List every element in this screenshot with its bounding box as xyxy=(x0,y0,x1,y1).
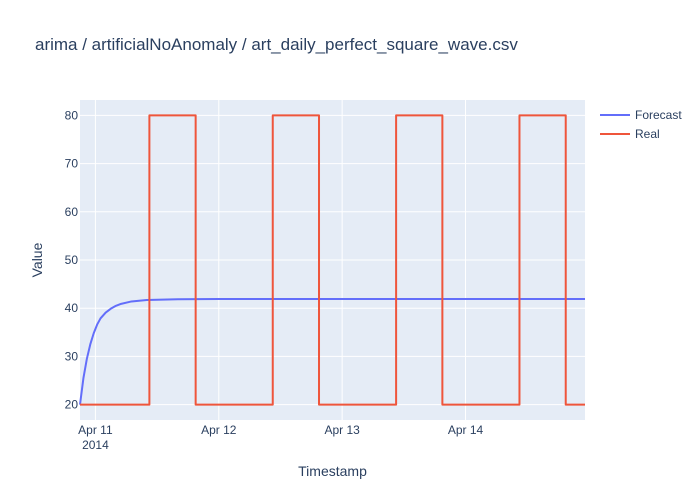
y-tick-label: 60 xyxy=(65,205,79,219)
legend-label: Real xyxy=(635,127,660,141)
y-tick-label: 80 xyxy=(65,108,79,122)
legend-label: Forecast xyxy=(635,108,682,122)
y-tick-label: 30 xyxy=(65,349,79,363)
x-tick-label: Apr 14 xyxy=(448,423,484,437)
series-line-real xyxy=(80,114,585,406)
x-tick-label: Apr 11 xyxy=(78,423,113,437)
x-axis-title: Timestamp xyxy=(298,463,367,479)
series-line-forecast xyxy=(79,298,585,405)
legend-item-forecast[interactable]: Forecast xyxy=(600,108,682,122)
y-axis-ticks: 20 30 40 50 60 70 80 xyxy=(65,108,79,411)
y-tick-label: 20 xyxy=(65,398,79,412)
legend-item-real[interactable]: Real xyxy=(600,127,660,141)
x-tick-label: Apr 12 xyxy=(201,423,237,437)
series-layer xyxy=(79,114,585,406)
y-tick-label: 70 xyxy=(65,157,79,171)
y-axis-title: Value xyxy=(29,242,45,277)
chart-title: arima / artificialNoAnomaly / art_daily_… xyxy=(35,35,518,54)
x-tick-label: Apr 13 xyxy=(324,423,360,437)
x-tick-sublabel: 2014 xyxy=(82,438,109,452)
y-tick-label: 50 xyxy=(65,253,79,267)
grid xyxy=(80,100,585,420)
y-tick-label: 40 xyxy=(65,301,79,315)
legend[interactable]: Forecast Real xyxy=(600,108,682,141)
